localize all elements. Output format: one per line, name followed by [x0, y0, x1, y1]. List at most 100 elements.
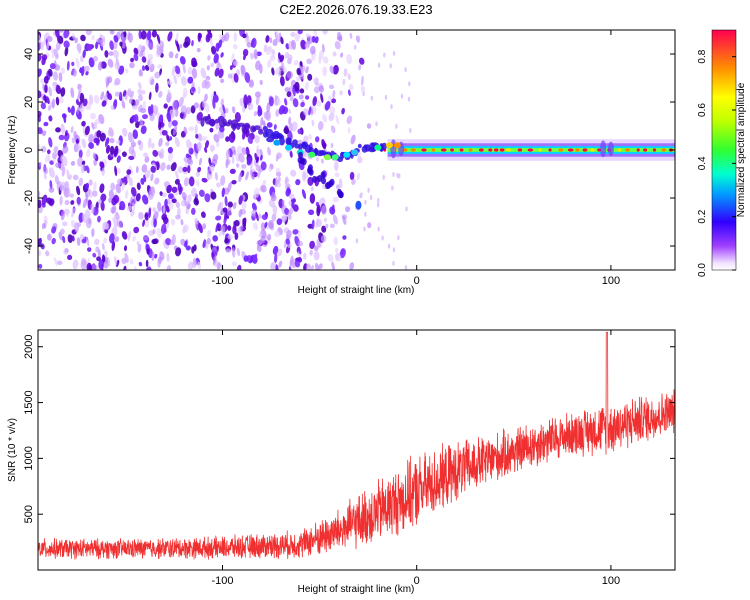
noise-dot: [367, 222, 372, 229]
noise-dot: [332, 196, 339, 203]
noise-dot: [159, 40, 165, 48]
noise-dot: [381, 235, 384, 241]
noise-dot: [183, 41, 189, 48]
snr-frame: [37, 329, 676, 571]
noise-dot: [236, 247, 241, 257]
noise-dot: [275, 67, 281, 75]
x-tick-label: 100: [602, 275, 620, 287]
noise-dot: [270, 194, 277, 202]
noise-dot: [339, 90, 343, 96]
noise-dot: [168, 51, 174, 59]
noise-dot: [218, 39, 223, 49]
noise-dot: [188, 147, 194, 155]
noise-dot: [140, 177, 145, 185]
noise-dot: [150, 186, 155, 193]
signal-peak-dot: [661, 148, 667, 152]
noise-dot: [55, 162, 62, 169]
noise-dot: [63, 30, 70, 39]
noise-dot: [101, 254, 106, 263]
track-dot: [294, 143, 300, 149]
signal-peak-dot: [440, 148, 447, 152]
noise-dot: [173, 74, 177, 85]
track-dot: [368, 147, 376, 153]
noise-dot: [140, 107, 147, 114]
noise-dot: [127, 230, 132, 242]
noise-dot: [219, 78, 225, 84]
noise-dot: [171, 186, 178, 193]
noise-dot: [272, 204, 278, 215]
noise-dot: [370, 95, 373, 101]
colorbar-tick-label: 0.0: [697, 263, 708, 277]
noise-dot: [363, 226, 366, 232]
noise-dot: [71, 207, 75, 218]
branch-dot: [320, 171, 326, 179]
noise-dot: [70, 87, 75, 98]
noise-dot: [113, 40, 118, 50]
noise-dot: [286, 91, 292, 98]
noise-dot: [155, 82, 159, 93]
noise-dot: [224, 237, 229, 244]
noise-dot: [321, 205, 327, 215]
noise-dot: [85, 30, 92, 36]
noise-dot: [328, 95, 332, 102]
noise-dot: [78, 177, 84, 187]
noise-dot: [89, 112, 97, 120]
noise-dot: [179, 56, 186, 65]
noise-dot: [308, 209, 315, 216]
noise-dot: [44, 84, 48, 94]
noise-dot: [38, 90, 42, 99]
noise-dot: [124, 68, 129, 74]
noise-dot: [311, 264, 314, 270]
signal-peak-dot: [582, 148, 588, 152]
noise-dot: [175, 170, 179, 180]
noise-dot: [253, 222, 258, 231]
noise-dot: [255, 156, 260, 164]
noise-dot: [297, 128, 302, 135]
noise-dot: [187, 203, 191, 210]
noise-dot: [334, 161, 339, 172]
track-hot-spot: [285, 144, 293, 151]
noise-dot: [221, 187, 225, 198]
noise-dot: [204, 147, 208, 153]
noise-dot: [74, 37, 79, 44]
noise-dot: [382, 174, 385, 180]
noise-dot: [41, 222, 46, 230]
track-hot-spot: [331, 154, 339, 161]
noise-dot: [200, 211, 206, 218]
noise-dot: [107, 129, 114, 137]
signal-peak-dot: [548, 148, 552, 152]
noise-dot: [114, 236, 120, 243]
noise-dot: [63, 113, 67, 124]
noise-dot: [175, 32, 179, 42]
signal-peak-dot: [575, 148, 580, 152]
noise-dot: [152, 105, 159, 115]
noise-dot: [128, 32, 133, 43]
chart-title: C2E2.2026.076.19.33.E23: [279, 2, 432, 17]
noise-dot: [152, 210, 159, 221]
x-tick-label: -100: [211, 575, 233, 587]
noise-dot: [171, 120, 178, 127]
noise-dot: [332, 64, 339, 75]
track-hot-spot: [308, 151, 316, 158]
noise-dot: [286, 70, 293, 79]
noise-dot: [163, 103, 168, 109]
noise-dot: [220, 52, 224, 58]
noise-dot: [166, 184, 172, 194]
noise-dot: [349, 32, 353, 39]
noise-dot: [88, 179, 93, 186]
noise-dot: [176, 207, 181, 217]
noise-dot: [110, 105, 115, 111]
noise-dot: [209, 144, 216, 152]
noise-dot: [335, 114, 340, 125]
noise-dot: [383, 52, 386, 58]
noise-dot: [332, 214, 338, 225]
noise-dot: [231, 155, 235, 164]
branch-dot: [298, 151, 303, 159]
noise-dot: [187, 165, 191, 174]
noise-dot: [182, 224, 189, 233]
noise-dot: [85, 192, 89, 203]
noise-dot: [207, 166, 212, 176]
noise-dot: [182, 166, 188, 172]
noise-dot: [398, 173, 401, 179]
noise-dot: [257, 168, 262, 179]
